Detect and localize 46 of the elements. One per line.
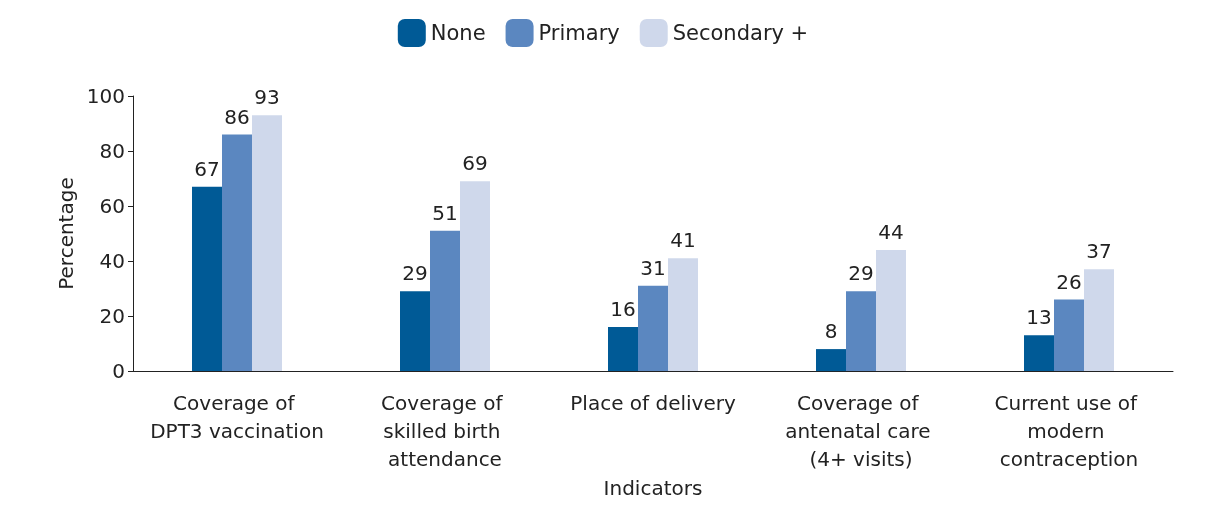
y-tick-label: 60 xyxy=(99,194,125,219)
x-tick-label: Current use of modern contraception xyxy=(994,391,1144,472)
data-label: 26 xyxy=(1056,269,1082,294)
y-tick-label: 80 xyxy=(99,139,125,164)
bar xyxy=(668,258,698,372)
bar xyxy=(192,186,222,372)
x-tick-label: Coverage of DPT3 vaccination xyxy=(150,391,324,444)
x-tick-label: Coverage of skilled birth attendance xyxy=(381,391,509,472)
legend-label: None xyxy=(430,21,486,45)
bar xyxy=(400,291,430,372)
bar xyxy=(876,250,906,372)
bar xyxy=(638,285,668,372)
data-label: 44 xyxy=(878,220,904,245)
bar xyxy=(816,349,846,372)
data-label: 37 xyxy=(1086,239,1112,264)
x-tick-label: Coverage of antenatal care (4+ visits) xyxy=(785,391,937,472)
data-label: 29 xyxy=(848,261,874,286)
x-axis-title: Indicators xyxy=(603,476,703,500)
data-label: 13 xyxy=(1026,305,1052,330)
y-tick-label: 40 xyxy=(99,249,125,274)
x-tick-label: Place of delivery xyxy=(570,391,736,416)
y-tick-label: 100 xyxy=(86,84,125,108)
y-axis-title: Percentage xyxy=(53,177,78,290)
data-label: 16 xyxy=(610,297,636,322)
y-tick-label: 0 xyxy=(112,359,125,384)
data-label: 86 xyxy=(224,104,250,129)
bar xyxy=(1024,335,1054,372)
data-label: 31 xyxy=(640,255,666,280)
legend-label: Secondary + xyxy=(672,21,809,45)
bar xyxy=(1084,269,1114,372)
bar xyxy=(222,134,252,372)
data-label: 93 xyxy=(254,85,280,110)
bar xyxy=(252,115,282,372)
data-label: 69 xyxy=(462,151,488,176)
data-label: 8 xyxy=(824,319,838,344)
y-tick-label: 20 xyxy=(99,304,125,329)
data-label: 41 xyxy=(670,228,696,253)
data-label: 51 xyxy=(432,200,458,225)
data-label: 67 xyxy=(194,156,220,181)
bar xyxy=(430,230,460,372)
bar xyxy=(460,181,490,372)
bar xyxy=(1054,299,1084,372)
data-label: 29 xyxy=(402,261,428,286)
legend-label: Primary xyxy=(538,21,620,45)
bar xyxy=(846,291,876,372)
bar xyxy=(608,327,638,372)
